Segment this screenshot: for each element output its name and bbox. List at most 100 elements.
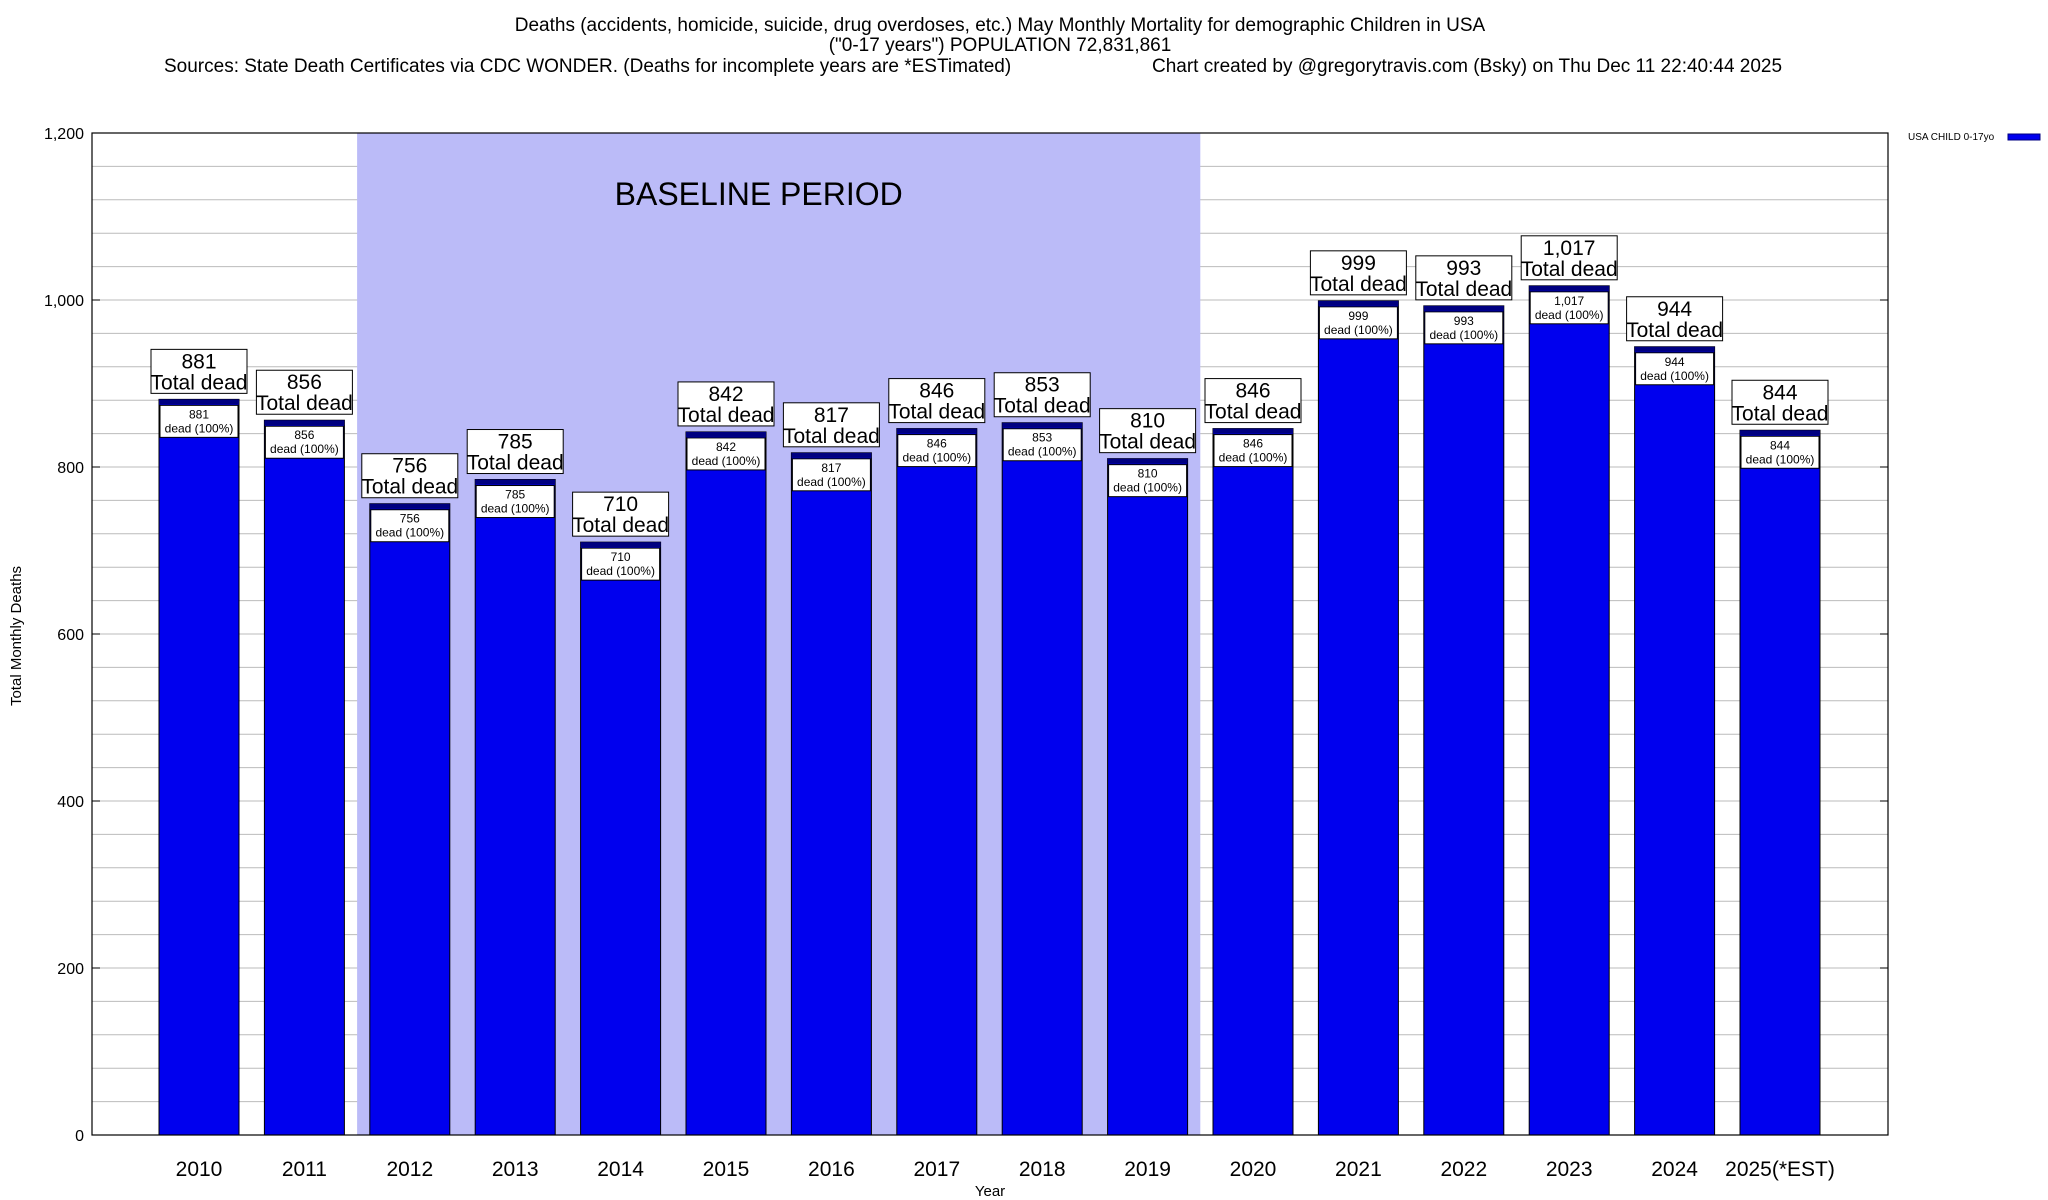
inner-value-label: 944 (1665, 355, 1685, 369)
bar-2018 (1001, 422, 1083, 1136)
total-dead-label: Total dead (467, 452, 564, 475)
inner-label-box (159, 404, 239, 438)
inner-value-label: 844 (1770, 438, 1790, 452)
total-label-box (255, 369, 353, 415)
x-tick-label: 2017 (913, 1158, 960, 1181)
y-tick-label: 600 (57, 627, 84, 644)
bar-2021 (1317, 300, 1399, 1136)
inner-label-box (897, 434, 977, 468)
total-dead-label: Total dead (1732, 402, 1829, 425)
chart-title: Deaths (accidents, homicide, suicide, dr… (515, 15, 1486, 36)
inner-dead-label: dead (100%) (586, 564, 655, 578)
inner-value-label: 710 (611, 550, 631, 564)
total-dead-label: Total dead (256, 392, 353, 415)
x-tick-label: 2024 (1651, 1158, 1698, 1181)
x-tick-label: 2010 (176, 1158, 223, 1181)
total-label-box (1731, 379, 1829, 425)
inner-label-box (1108, 464, 1188, 498)
total-label-box (150, 348, 248, 394)
total-value-label: 856 (287, 371, 322, 394)
inner-dead-label: dead (100%) (1535, 308, 1604, 322)
inner-dead-label: dead (100%) (270, 442, 339, 456)
y-tick-label: 0 (75, 1128, 84, 1145)
bar-2025(*EST) (1739, 429, 1821, 1136)
x-tick-label: 2011 (282, 1158, 327, 1181)
total-label-box (1520, 235, 1618, 281)
x-tick-label: 2015 (703, 1158, 750, 1181)
total-dead-label: Total dead (1099, 431, 1196, 454)
inner-value-label: 1,017 (1554, 294, 1584, 308)
x-tick-label: 2023 (1546, 1158, 1593, 1181)
total-dead-label: Total dead (1205, 401, 1302, 424)
inner-label-box (1529, 291, 1609, 325)
inner-dead-label: dead (100%) (165, 421, 234, 435)
total-value-label: 846 (919, 380, 954, 403)
bar-2010 (158, 398, 240, 1136)
inner-dead-label: dead (100%) (692, 454, 761, 468)
total-label-box (677, 381, 775, 427)
total-label-box (993, 372, 1091, 418)
bar-cap (1529, 285, 1610, 291)
inner-label-box (1002, 428, 1082, 462)
inner-value-label: 817 (821, 461, 841, 475)
bar-cap (1634, 346, 1715, 352)
inner-dead-label: dead (100%) (481, 502, 550, 516)
bar-2022 (1423, 305, 1505, 1136)
inner-value-label: 993 (1454, 314, 1474, 328)
bar-cap (1107, 458, 1188, 464)
total-label-box (888, 378, 986, 424)
inner-value-label: 810 (1138, 467, 1158, 481)
total-label-box (1204, 378, 1302, 424)
bar-cap (1213, 428, 1293, 434)
total-value-label: 844 (1762, 381, 1797, 404)
inner-dead-label: dead (100%) (1219, 451, 1288, 465)
inner-value-label: 856 (294, 428, 314, 442)
total-dead-label: Total dead (888, 401, 985, 424)
total-value-label: 810 (1130, 410, 1165, 433)
total-dead-label: Total dead (1415, 278, 1512, 301)
x-tick-label: 2021 (1335, 1158, 1382, 1181)
total-label-box (466, 429, 564, 475)
y-tick-label: 400 (57, 794, 84, 811)
x-tick-label: 2022 (1440, 1158, 1487, 1181)
total-dead-label: Total dead (783, 425, 880, 448)
total-dead-label: Total dead (572, 514, 669, 537)
total-value-label: 881 (181, 350, 216, 373)
bar-2020 (1212, 428, 1294, 1136)
total-label-box (572, 491, 670, 537)
inner-label-box (686, 437, 766, 471)
inner-value-label: 999 (1348, 309, 1368, 323)
total-dead-label: Total dead (1521, 258, 1618, 281)
x-tick-label: 2018 (1019, 1158, 1066, 1181)
chart-sources: Sources: State Death Certificates via CD… (164, 56, 1011, 77)
total-dead-label: Total dead (994, 395, 1091, 418)
bar-cap (369, 503, 450, 509)
bar-2019 (1107, 458, 1189, 1136)
bar-2013 (474, 479, 556, 1136)
chart-subtitle: ("0-17 years") POPULATION 72,831,861 (829, 35, 1172, 56)
bar-2014 (580, 541, 662, 1136)
bar-cap (686, 431, 766, 437)
inner-value-label: 853 (1032, 431, 1052, 445)
bar-2024 (1634, 346, 1716, 1136)
y-tick-label: 1,200 (44, 126, 84, 143)
total-value-label: 817 (814, 404, 849, 427)
bar-cap (896, 428, 977, 434)
x-tick-label: 2020 (1230, 1158, 1277, 1181)
legend-swatch (2007, 133, 2041, 141)
y-tick-label: 200 (57, 961, 84, 978)
inner-dead-label: dead (100%) (797, 475, 866, 489)
inner-dead-label: dead (100%) (1113, 481, 1182, 495)
inner-value-label: 756 (400, 512, 420, 526)
inner-dead-label: dead (100%) (1324, 323, 1393, 337)
inner-value-label: 846 (927, 437, 947, 451)
bar-cap (475, 479, 556, 485)
total-value-label: 944 (1657, 298, 1692, 321)
total-value-label: 999 (1341, 252, 1376, 275)
bars-layer (158, 285, 1821, 1136)
inner-value-label: 785 (505, 488, 525, 502)
total-value-label: 710 (603, 493, 638, 516)
